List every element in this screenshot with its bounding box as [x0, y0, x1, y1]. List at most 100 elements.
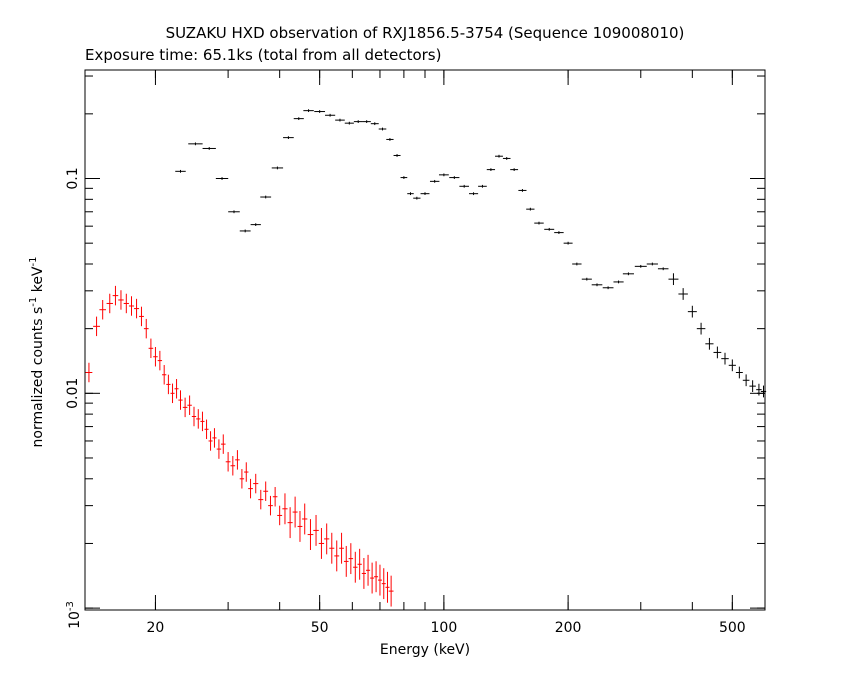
- data-point: [646, 262, 658, 266]
- data-point: [153, 347, 158, 367]
- x-tick-label: 50: [311, 620, 329, 636]
- y-tick-labels: 0.1 0.01: [65, 167, 81, 409]
- data-point: [518, 189, 527, 192]
- data-point: [182, 397, 188, 418]
- data-point: [742, 374, 750, 387]
- data-point: [272, 487, 278, 507]
- data-point: [687, 305, 697, 318]
- data-point: [239, 229, 251, 233]
- data-point: [202, 147, 216, 150]
- chart-title: SUZAKU HXD observation of RXJ1856.5-3754…: [166, 24, 685, 42]
- data-point: [178, 390, 183, 410]
- data-point: [459, 184, 469, 188]
- data-point: [293, 117, 304, 121]
- data-point: [287, 507, 293, 539]
- data-point: [713, 346, 722, 359]
- data-point: [749, 380, 756, 393]
- data-point: [400, 176, 408, 179]
- data-point: [613, 280, 624, 284]
- data-point: [303, 109, 314, 113]
- data-point: [200, 411, 205, 432]
- data-point: [388, 575, 394, 607]
- data-point: [544, 227, 555, 231]
- x-tick-labels: 20 50 100 200 500: [147, 620, 746, 636]
- data-point: [657, 267, 669, 271]
- data-point: [438, 173, 449, 177]
- data-point: [365, 554, 371, 586]
- data-point: [502, 157, 511, 160]
- data-point: [335, 118, 345, 122]
- major-ticks: [85, 70, 765, 610]
- data-point: [314, 110, 326, 113]
- data-point: [123, 293, 129, 314]
- data-point: [378, 127, 387, 131]
- data-point: [381, 568, 386, 600]
- x-axis-label: Energy (keV): [380, 642, 470, 658]
- data-point: [581, 277, 592, 281]
- data-point: [572, 262, 582, 266]
- y-axis-label: normalized counts s-1 keV-1: [28, 257, 46, 448]
- data-point: [225, 452, 231, 472]
- data-point: [128, 296, 135, 316]
- data-point: [377, 564, 382, 596]
- data-point: [696, 322, 706, 335]
- data-point: [449, 176, 460, 179]
- data-point: [148, 338, 154, 359]
- data-point: [339, 532, 344, 564]
- data-point: [668, 273, 679, 286]
- data-point: [260, 195, 272, 199]
- data-point: [420, 192, 430, 196]
- data-point: [468, 192, 479, 196]
- data-point: [191, 406, 197, 427]
- data-point: [325, 113, 336, 117]
- data-point: [554, 231, 564, 234]
- data-point: [143, 318, 149, 339]
- data-point: [187, 395, 192, 415]
- data-point: [253, 473, 259, 494]
- data-point: [343, 545, 349, 577]
- chart-subtitle: Exposure time: 65.1ks (total from all de…: [85, 46, 441, 64]
- data-point: [563, 241, 573, 245]
- data-point: [212, 428, 217, 448]
- data-point: [228, 210, 240, 214]
- data-point: [134, 298, 140, 319]
- y-tick-label: 0.01: [65, 378, 81, 409]
- data-point: [318, 528, 325, 559]
- data-point: [407, 192, 414, 196]
- series-detector-black: [175, 109, 767, 398]
- series-detector-red: [85, 285, 394, 607]
- data-point: [139, 306, 144, 327]
- data-point: [393, 154, 401, 157]
- data-point: [534, 221, 544, 225]
- data-point: [208, 431, 213, 451]
- data-point: [344, 121, 354, 125]
- data-point: [678, 288, 688, 300]
- data-point: [239, 469, 245, 489]
- data-point: [721, 352, 729, 365]
- data-point: [510, 168, 519, 172]
- data-point: [486, 168, 496, 172]
- y-tick-label: 0.1: [65, 167, 81, 189]
- data-point: [361, 558, 367, 589]
- data-point: [756, 383, 762, 396]
- data-point: [250, 223, 261, 227]
- data-point: [196, 409, 201, 429]
- data-point: [622, 272, 634, 276]
- data-point: [204, 419, 209, 440]
- data-point: [271, 166, 284, 170]
- x-tick-label: 20: [147, 620, 165, 636]
- data-point: [106, 293, 113, 314]
- data-point: [353, 120, 363, 124]
- plot-frame: [84, 69, 766, 611]
- data-point: [413, 196, 421, 200]
- data-point: [118, 290, 124, 310]
- data-point: [174, 379, 179, 399]
- data-point: [526, 207, 535, 211]
- data-point: [374, 561, 379, 593]
- data-point: [362, 120, 371, 124]
- x-tick-label: 500: [719, 620, 746, 636]
- data-point: [166, 374, 171, 395]
- data-point: [235, 450, 240, 470]
- data-point: [175, 169, 186, 173]
